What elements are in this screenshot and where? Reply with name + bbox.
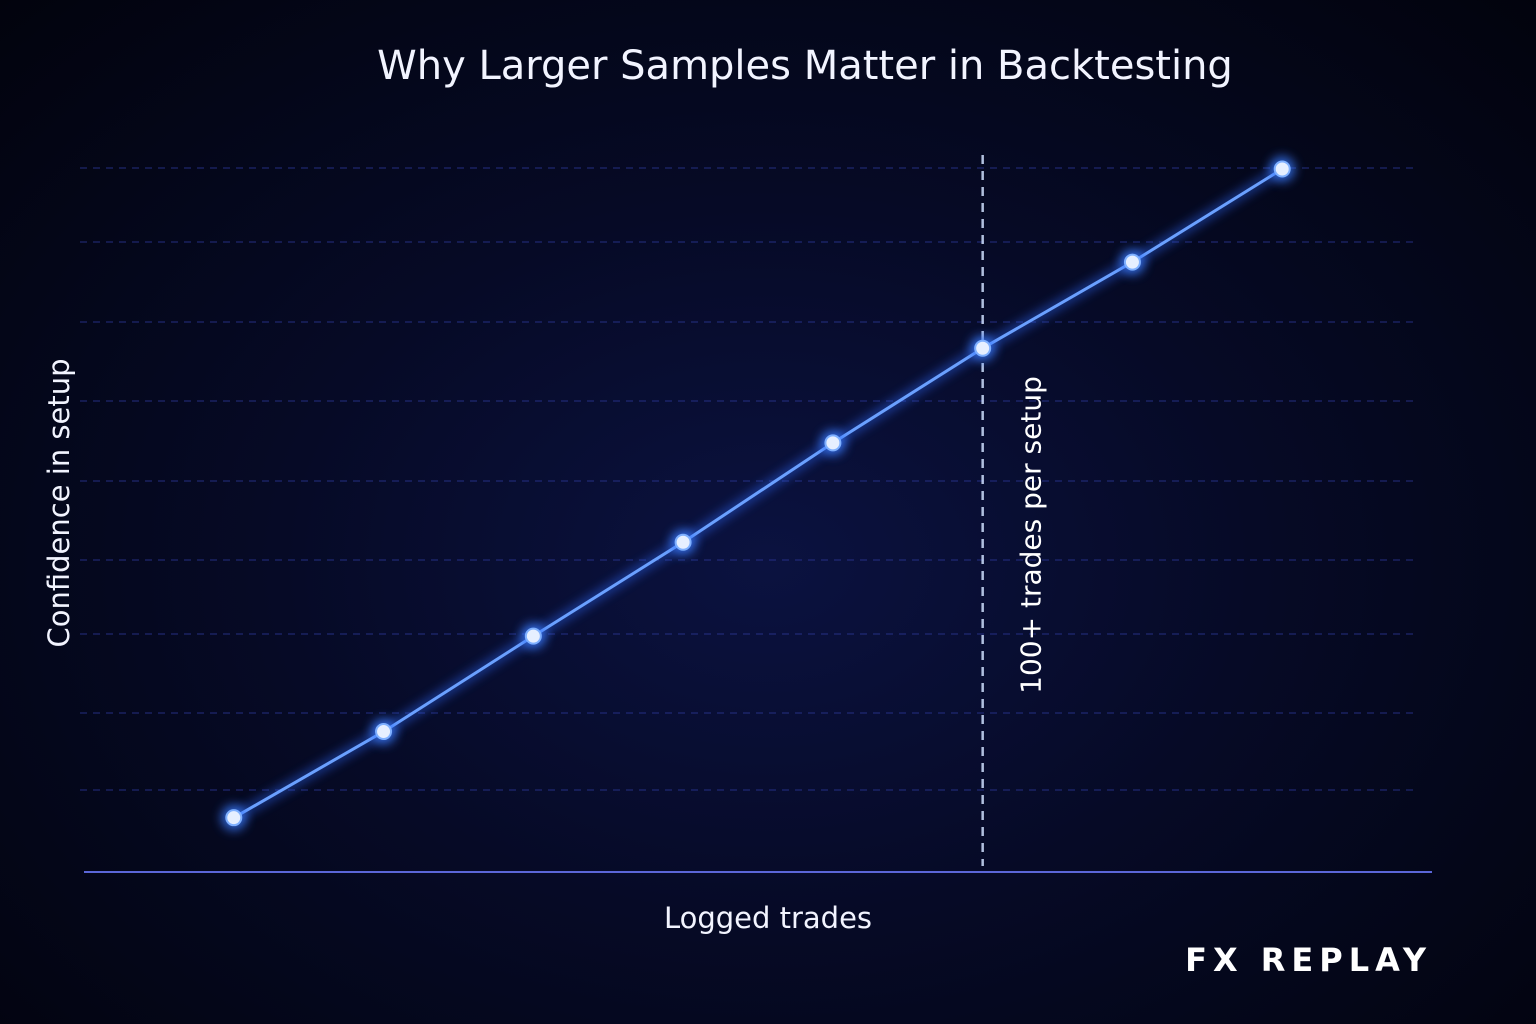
data-points [220,156,1296,831]
data-point-4 [824,434,842,452]
y-axis-label: Confidence in setup [42,358,76,647]
threshold-annotation: 100+ trades per setup [1015,376,1048,694]
x-axis-label: Logged trades [664,901,872,935]
data-point-7 [1273,160,1291,178]
data-point-6 [1123,253,1141,271]
gridlines [80,167,1414,791]
fx-replay-logo: FX REPLAY [1185,941,1432,979]
data-point-2 [524,627,542,645]
data-point-1 [375,723,393,741]
chart-title: Why Larger Samples Matter in Backtesting [377,43,1233,89]
data-point-5 [974,339,992,357]
series-line [233,167,1283,820]
data-point-0 [225,809,243,827]
series-line-group [231,164,1285,823]
data-point-3 [674,533,692,551]
